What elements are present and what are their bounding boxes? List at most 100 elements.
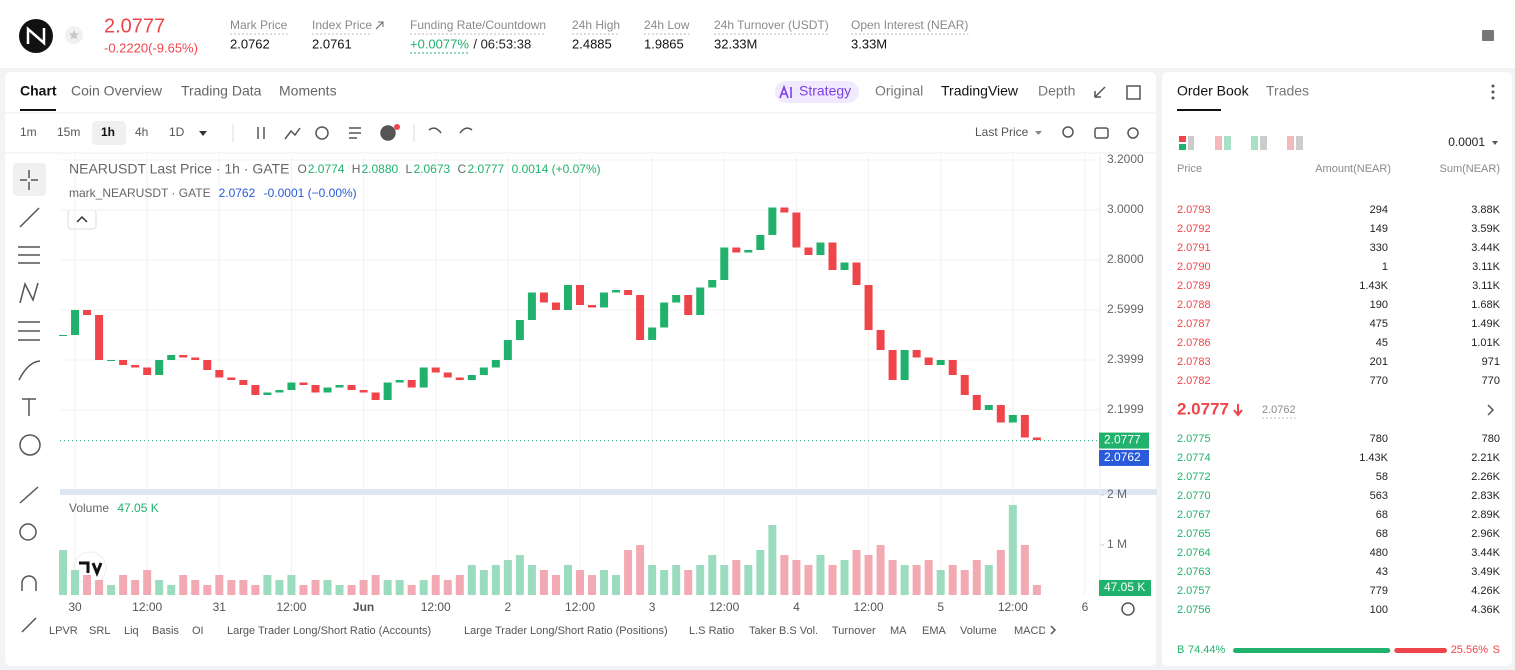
book-price: 2.0763 (1177, 566, 1211, 578)
candle-body (551, 302, 560, 310)
candle-body (539, 292, 548, 303)
layout-icon[interactable] (1482, 30, 1494, 41)
volume-bar (828, 565, 837, 595)
indicator[interactable]: Turnover (832, 625, 876, 637)
x-tick-label: 12:00 (709, 600, 739, 614)
stat-value: 2.0761 (312, 36, 352, 51)
chart-tab[interactable]: Chart (20, 83, 57, 99)
settings[interactable] (1127, 127, 1139, 139)
interval[interactable]: 4h (135, 125, 148, 139)
pencil-tool[interactable] (21, 617, 37, 633)
view-tab[interactable]: Strategy (799, 83, 851, 99)
precision-select[interactable]: 0.0001 (1448, 135, 1485, 149)
volume-bar (455, 575, 464, 595)
candle-type[interactable] (257, 127, 265, 139)
book-tab[interactable]: Order Book (1177, 83, 1250, 99)
book-tab[interactable]: Trades (1266, 83, 1309, 99)
book-last-price: 2.0777 (1177, 399, 1229, 418)
indicator[interactable]: Liq (124, 625, 139, 637)
volume-bar (708, 555, 717, 595)
volume-bar (972, 560, 981, 595)
line-tool[interactable] (19, 207, 40, 228)
pattern-tool[interactable] (19, 281, 39, 304)
indicator[interactable]: LPVR (49, 625, 78, 637)
indicators[interactable] (284, 127, 301, 140)
candle-body (407, 380, 416, 388)
candle-body (335, 385, 344, 388)
templates[interactable] (349, 127, 361, 139)
window[interactable] (1126, 85, 1141, 100)
candle-body (227, 377, 236, 380)
candle-body (1032, 437, 1041, 440)
candle-body (515, 320, 524, 340)
book-sum: 3.11K (1472, 261, 1501, 273)
chart-tab[interactable]: Moments (279, 83, 337, 99)
screenshot[interactable] (1094, 127, 1109, 139)
strategy-pill[interactable] (775, 81, 859, 103)
volume-bar (648, 565, 657, 595)
collapse-button[interactable] (67, 209, 97, 230)
emoji-tool[interactable] (19, 434, 41, 456)
more-arrow[interactable] (1487, 404, 1495, 416)
search[interactable] (1062, 126, 1074, 138)
indicator[interactable]: Volume (960, 625, 997, 637)
book-price: 2.0765 (1177, 528, 1211, 540)
chart-tab[interactable]: Coin Overview (71, 83, 163, 99)
interval-selected (92, 121, 126, 145)
volume-bar (191, 580, 200, 595)
indicator[interactable]: MA (890, 625, 907, 637)
fib-tool[interactable] (18, 321, 40, 341)
ohlc-value: 2.0673 (414, 162, 451, 176)
candle-body (780, 207, 789, 213)
interval[interactable]: 1m (20, 125, 37, 139)
dropdown[interactable] (199, 131, 207, 136)
add[interactable] (380, 125, 396, 141)
interval[interactable]: 1D (169, 125, 185, 139)
indicator[interactable]: SRL (89, 625, 110, 637)
indicator[interactable]: L.S Ratio (689, 625, 734, 637)
volume-bar (624, 550, 633, 595)
candle-body (576, 285, 584, 305)
stat-label: Mark Price (230, 18, 288, 32)
dropdown (1492, 141, 1498, 145)
crosshair-tool[interactable] (20, 170, 38, 190)
refresh[interactable] (315, 126, 329, 140)
chart-tab[interactable]: Trading Data (181, 83, 262, 99)
magnet-tool[interactable] (21, 575, 37, 591)
stat-value: +0.0077% (410, 36, 469, 51)
zoom-tool[interactable] (19, 523, 37, 541)
candle-body (251, 385, 260, 395)
book-sum: 2.89K (1471, 509, 1500, 521)
indicator[interactable]: EMA (922, 625, 947, 637)
more-menu[interactable] (1491, 84, 1495, 100)
volume-bar (696, 565, 705, 595)
price-type-select[interactable]: Last Price (975, 125, 1029, 139)
interval[interactable]: 15m (57, 125, 80, 139)
scroll-right[interactable] (1050, 625, 1057, 635)
fullscreen[interactable] (1094, 86, 1106, 98)
candle-body (287, 382, 296, 390)
view-tab[interactable]: Depth (1038, 83, 1075, 99)
indicator[interactable]: Taker B.S Vol. (749, 625, 818, 637)
candle-body (828, 242, 837, 270)
candle-body (155, 360, 164, 375)
view-tab[interactable]: TradingView (941, 83, 1019, 99)
text-tool[interactable] (22, 398, 36, 416)
candle-body (71, 310, 80, 335)
volume-bar (179, 575, 188, 595)
brush-tool[interactable] (18, 360, 41, 381)
view-tab[interactable]: Original (875, 83, 923, 99)
axis-settings[interactable] (1121, 602, 1135, 616)
indicator[interactable]: Large Trader Long/Short Ratio (Positions… (464, 625, 668, 637)
volume-bar (660, 570, 669, 595)
ruler-tool[interactable] (19, 486, 39, 504)
candle-body (648, 327, 657, 340)
indicator[interactable]: Basis (152, 625, 179, 637)
indicator[interactable]: OI (192, 625, 204, 637)
channel-tool[interactable] (18, 246, 40, 264)
undo-redo[interactable] (428, 127, 473, 134)
tool-selected[interactable] (13, 163, 46, 196)
indicator[interactable]: MACD (1014, 625, 1046, 637)
interval[interactable]: 1h (101, 125, 115, 139)
indicator[interactable]: Large Trader Long/Short Ratio (Accounts) (227, 625, 431, 637)
